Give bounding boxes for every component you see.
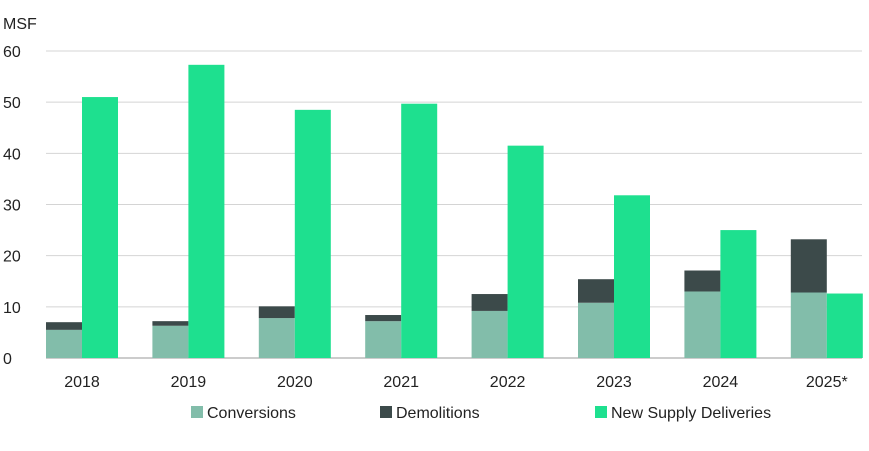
y-tick-label: 50 [3,95,21,112]
bar-conversions [152,325,189,358]
bar-new-supply-deliveries [614,195,650,358]
legend-swatch [595,406,607,418]
y-tick-label: 60 [3,44,21,61]
bar-conversions [46,329,82,358]
x-tick-label: 2018 [64,374,100,391]
bar-conversions [790,292,827,358]
x-tick-label: 2019 [171,374,207,391]
legend: Conversions Demolitions New Supply Deliver… [191,405,771,422]
legend-label: Conversions [207,405,296,422]
bar-demolitions [578,279,614,303]
y-tick-label: 40 [3,146,21,163]
bar-new-supply-deliveries [507,145,544,358]
legend-label: Demolitions [396,405,480,422]
x-axis-ticks: 2018 2019 2020 2021 2022 2023 2024 2025* [64,374,848,391]
x-tick-label: 2024 [703,374,739,391]
y-tick-label: 0 [3,351,12,368]
bar-conversions [258,318,295,358]
legend-swatch [191,406,203,418]
grid-lines [46,50,862,359]
y-axis-ticks: 0 10 20 30 40 50 60 [3,44,21,368]
bar-conversions [365,321,402,358]
x-tick-label: 2022 [490,374,526,391]
bar-new-supply-deliveries [82,97,118,359]
bar-demolitions [790,239,827,293]
x-tick-label: 2021 [383,374,419,391]
bar-conversions [578,302,614,358]
legend-label: New Supply Deliveries [611,405,771,422]
bar-demolitions [365,315,402,322]
bars [46,64,863,359]
bar-demolitions [258,306,295,319]
x-tick-label: 2025* [806,374,848,391]
bar-conversions [471,310,508,358]
x-tick-label: 2023 [596,374,632,391]
bar-demolitions [152,321,189,326]
y-axis-label: MSF [3,16,37,33]
y-tick-label: 10 [3,300,21,317]
y-tick-label: 30 [3,198,21,215]
bar-conversions [684,291,721,358]
bar-new-supply-deliveries [401,103,438,359]
legend-swatch [380,406,392,418]
y-tick-label: 20 [3,249,21,266]
bar-demolitions [684,270,721,292]
bar-demolitions [471,294,508,311]
bar-new-supply-deliveries [294,109,331,358]
x-tick-label: 2020 [277,374,313,391]
bar-demolitions [46,322,82,330]
bar-new-supply-deliveries [720,230,757,358]
bar-new-supply-deliveries [826,293,863,358]
bar-new-supply-deliveries [188,64,225,358]
